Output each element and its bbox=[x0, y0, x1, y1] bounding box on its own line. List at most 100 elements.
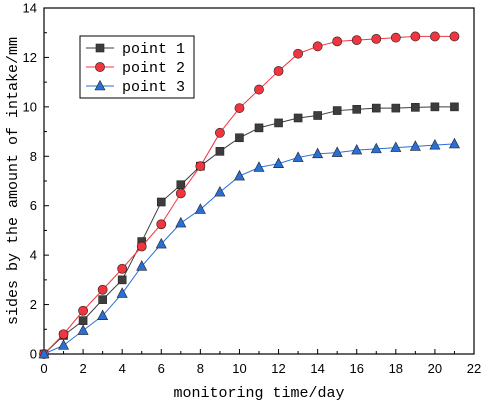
data-point bbox=[58, 329, 69, 340]
data-point bbox=[234, 103, 245, 113]
data-point bbox=[331, 146, 343, 157]
data-point bbox=[312, 41, 323, 52]
series-layer bbox=[38, 31, 460, 359]
x-tick-label: 2 bbox=[79, 361, 86, 376]
data-point bbox=[448, 137, 460, 149]
data-point bbox=[293, 48, 303, 59]
legend-label: point 2 bbox=[122, 60, 185, 77]
x-tick-label: 6 bbox=[158, 361, 165, 376]
data-point bbox=[332, 106, 342, 115]
x-tick-label: 12 bbox=[271, 361, 285, 376]
data-point bbox=[390, 32, 401, 43]
series-point-3 bbox=[38, 137, 460, 359]
y-tick-label: 2 bbox=[30, 297, 37, 312]
data-point bbox=[313, 111, 322, 120]
legend-item: point 2 bbox=[86, 60, 185, 77]
data-point bbox=[391, 103, 401, 113]
data-point bbox=[273, 66, 284, 76]
data-point bbox=[253, 161, 265, 172]
data-point bbox=[390, 141, 402, 152]
data-point bbox=[352, 105, 362, 114]
data-point bbox=[214, 185, 226, 197]
legend-label: point 1 bbox=[122, 41, 185, 58]
x-tick-label: 20 bbox=[428, 361, 442, 376]
data-point bbox=[293, 113, 303, 123]
legend-marker bbox=[95, 62, 105, 72]
data-point bbox=[194, 203, 206, 214]
data-point bbox=[450, 102, 459, 112]
data-point bbox=[97, 284, 108, 295]
data-point bbox=[215, 147, 225, 156]
data-point bbox=[58, 339, 70, 350]
data-point bbox=[117, 275, 127, 285]
x-tick-label: 18 bbox=[389, 361, 403, 376]
data-point bbox=[332, 36, 343, 47]
data-point bbox=[78, 316, 88, 325]
y-tick-label: 14 bbox=[23, 1, 37, 16]
series-line bbox=[43, 35, 455, 355]
y-tick-label: 10 bbox=[23, 99, 37, 114]
legend-item: point 1 bbox=[86, 41, 185, 58]
data-point bbox=[429, 139, 441, 150]
legend-marker bbox=[95, 43, 105, 53]
data-point bbox=[409, 140, 421, 151]
data-point bbox=[430, 102, 440, 112]
x-tick-label: 22 bbox=[467, 361, 481, 376]
data-point bbox=[156, 197, 166, 207]
legend-label: point 3 bbox=[122, 79, 185, 96]
y-tick-label: 0 bbox=[30, 347, 37, 362]
data-point bbox=[136, 241, 147, 252]
data-point bbox=[98, 295, 107, 304]
data-point bbox=[175, 216, 187, 228]
data-point bbox=[449, 31, 460, 42]
data-point bbox=[97, 309, 109, 320]
y-tick-label: 8 bbox=[30, 149, 37, 164]
data-point bbox=[156, 219, 167, 230]
data-point bbox=[77, 324, 89, 335]
legend: point 1 point 2 point 3 bbox=[79, 35, 195, 99]
data-point bbox=[430, 31, 440, 42]
data-point bbox=[176, 180, 186, 190]
y-axis: 0 2 4 6 8 10 12 14 bbox=[23, 1, 49, 362]
data-point bbox=[312, 147, 324, 159]
data-point bbox=[117, 263, 128, 274]
data-point bbox=[351, 143, 363, 155]
x-tick-label: 14 bbox=[310, 361, 324, 376]
x-tick-label: 8 bbox=[197, 361, 204, 376]
data-point bbox=[254, 84, 264, 95]
x-tick-label: 4 bbox=[119, 361, 126, 376]
data-point bbox=[215, 127, 225, 138]
data-point bbox=[410, 31, 421, 42]
data-point bbox=[233, 169, 245, 181]
series-line bbox=[43, 143, 455, 355]
data-point bbox=[273, 157, 285, 168]
y-tick-label: 12 bbox=[23, 50, 37, 65]
y-tick-label: 6 bbox=[30, 198, 37, 213]
data-point bbox=[371, 103, 381, 113]
data-point bbox=[254, 123, 264, 133]
series-point-2 bbox=[39, 31, 460, 359]
data-point bbox=[175, 188, 186, 199]
data-point bbox=[78, 305, 88, 316]
data-point bbox=[371, 33, 382, 44]
data-point bbox=[370, 142, 382, 154]
data-point bbox=[195, 161, 206, 172]
data-point bbox=[136, 260, 148, 271]
data-point bbox=[292, 151, 304, 162]
y-axis-title: sides by the amount of intake/mm bbox=[5, 37, 22, 325]
data-point bbox=[411, 103, 420, 112]
data-point bbox=[38, 347, 50, 359]
x-tick-label: 10 bbox=[232, 361, 246, 376]
legend-item: point 3 bbox=[86, 79, 185, 96]
y-tick-label: 4 bbox=[30, 248, 37, 263]
x-axis: 0 2 4 6 8 10 12 14 16 18 20 22 bbox=[40, 349, 481, 376]
x-tick-label: 0 bbox=[40, 361, 47, 376]
series-point-1 bbox=[39, 102, 459, 359]
x-tick-label: 16 bbox=[349, 361, 363, 376]
data-point bbox=[155, 237, 167, 249]
data-point bbox=[235, 133, 244, 143]
series-line bbox=[43, 106, 455, 355]
legend-marker bbox=[94, 79, 106, 91]
data-point bbox=[274, 118, 283, 128]
